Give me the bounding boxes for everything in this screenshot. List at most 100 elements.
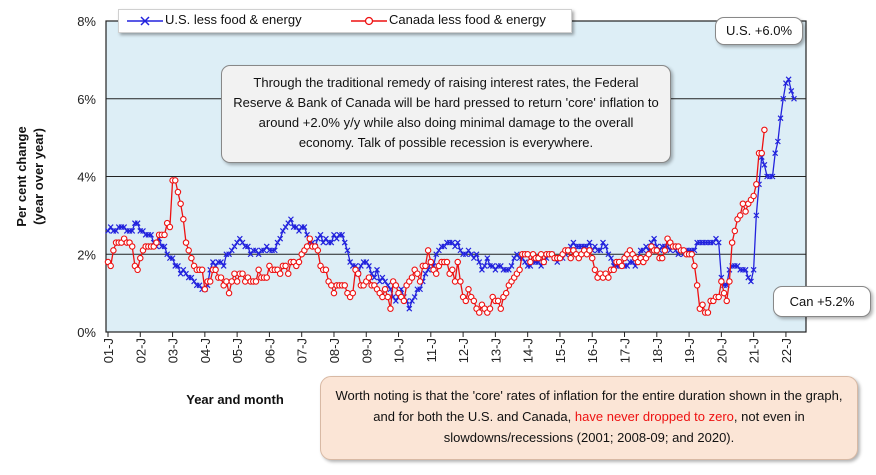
data-point <box>524 251 531 258</box>
x-tick-label: 03-J <box>166 338 181 363</box>
data-point <box>328 282 335 289</box>
data-point <box>225 289 233 297</box>
data-point <box>406 305 413 312</box>
data-point <box>379 293 386 301</box>
data-point <box>341 282 348 289</box>
note-text-end: , not even in slowdowns/recessions (2001… <box>443 409 805 445</box>
data-point <box>384 293 392 301</box>
x-tick-label: 15-J <box>553 338 568 363</box>
data-point <box>527 258 534 266</box>
data-point <box>201 285 209 293</box>
data-point <box>470 297 478 305</box>
data-point <box>198 266 206 274</box>
data-point <box>780 95 787 102</box>
note-text-start: Worth noting is that the 'core' rates of… <box>335 388 843 424</box>
data-point <box>715 239 722 246</box>
data-point <box>180 266 187 273</box>
data-point <box>688 251 696 258</box>
data-point <box>223 278 230 285</box>
data-point <box>645 251 652 258</box>
x-tick-label: 10-J <box>392 338 407 363</box>
data-point <box>333 235 340 242</box>
data-point <box>220 262 227 269</box>
data-point <box>433 251 440 258</box>
data-point <box>481 262 488 269</box>
data-point <box>263 274 270 281</box>
data-point <box>761 126 768 134</box>
data-point <box>107 262 114 270</box>
x-tick-label: 09-J <box>359 338 374 363</box>
data-point <box>140 228 146 234</box>
y-axis-title-line-2: (year over year) <box>31 128 46 225</box>
y-axis-title-line-1: Per cent change <box>14 126 29 226</box>
data-point <box>588 254 596 262</box>
data-point <box>441 243 448 250</box>
data-point <box>191 278 198 285</box>
data-point <box>376 278 383 285</box>
data-point <box>212 266 219 274</box>
data-point <box>317 231 324 238</box>
data-point <box>400 297 408 305</box>
data-point <box>320 239 327 246</box>
data-point <box>726 278 733 285</box>
data-point <box>293 224 300 230</box>
data-point <box>769 173 776 180</box>
data-point <box>261 247 267 254</box>
data-point <box>602 243 609 250</box>
data-point <box>363 259 370 265</box>
data-point <box>185 247 192 254</box>
data-point <box>608 255 614 262</box>
data-point <box>164 251 171 258</box>
data-point <box>274 239 281 246</box>
data-point <box>728 239 736 246</box>
data-point <box>610 266 618 274</box>
data-point <box>279 228 286 234</box>
data-point <box>341 239 348 246</box>
data-point <box>454 239 461 246</box>
data-point <box>750 192 757 200</box>
data-point <box>726 266 733 273</box>
data-point <box>252 278 260 285</box>
data-point <box>713 235 719 242</box>
data-point <box>774 138 781 145</box>
data-point <box>761 161 768 168</box>
data-point <box>745 274 752 281</box>
data-point <box>739 200 747 207</box>
data-point <box>344 247 351 254</box>
x-axis-title: Year and month <box>186 392 284 407</box>
data-point <box>218 259 224 265</box>
x-tick-label: 16-J <box>585 338 600 363</box>
data-point <box>234 239 241 246</box>
data-point <box>217 274 225 281</box>
data-point <box>699 301 706 309</box>
data-point <box>777 115 784 122</box>
data-point <box>175 262 181 269</box>
data-point <box>502 289 510 297</box>
data-point <box>661 247 669 254</box>
x-tick-label: 01-J <box>101 338 116 363</box>
data-point <box>449 239 456 246</box>
data-point <box>651 235 658 242</box>
data-point <box>177 270 184 277</box>
data-point <box>306 235 314 242</box>
data-point <box>457 278 464 285</box>
data-point <box>379 274 386 281</box>
data-point <box>209 259 216 265</box>
data-point <box>693 282 701 289</box>
data-point <box>710 239 717 246</box>
data-point <box>347 259 354 265</box>
data-point <box>605 274 612 281</box>
legend-us-label: U.S. less food & energy <box>165 12 302 27</box>
data-point <box>284 270 292 277</box>
data-point <box>276 270 284 277</box>
data-point <box>511 255 518 262</box>
data-point <box>301 224 308 230</box>
series-canada <box>104 126 768 316</box>
data-point <box>113 228 119 234</box>
data-point <box>153 239 160 246</box>
x-tick-label: 02-J <box>133 338 148 363</box>
data-point <box>110 247 117 254</box>
data-point <box>282 224 289 230</box>
y-tick-label: 2% <box>77 247 96 262</box>
data-point <box>505 266 512 273</box>
